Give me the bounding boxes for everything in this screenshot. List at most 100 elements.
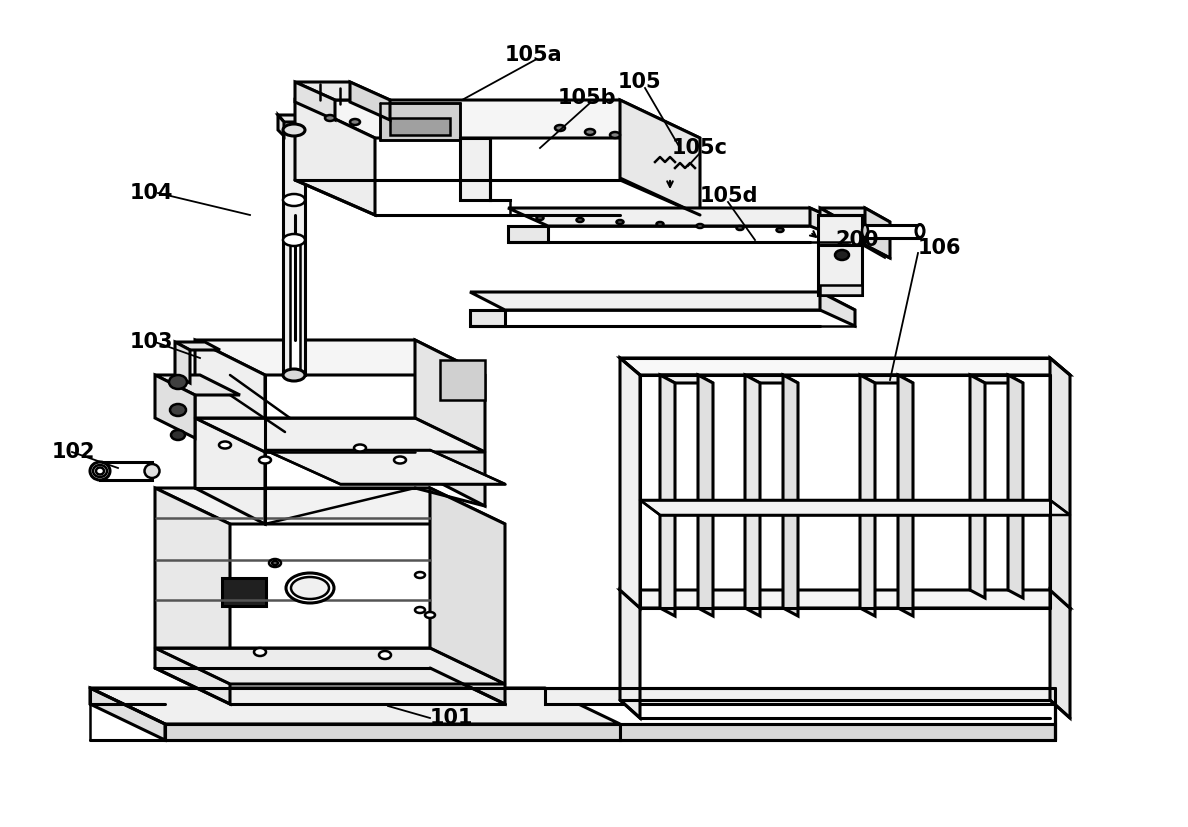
Polygon shape bbox=[195, 418, 485, 452]
Polygon shape bbox=[898, 375, 914, 616]
Ellipse shape bbox=[415, 607, 425, 613]
Ellipse shape bbox=[777, 228, 784, 232]
Polygon shape bbox=[295, 82, 335, 120]
Polygon shape bbox=[415, 340, 485, 506]
Polygon shape bbox=[820, 208, 890, 222]
Ellipse shape bbox=[254, 648, 266, 656]
Polygon shape bbox=[154, 488, 505, 524]
Ellipse shape bbox=[268, 559, 282, 567]
Polygon shape bbox=[1007, 375, 1023, 598]
Polygon shape bbox=[865, 208, 890, 258]
Ellipse shape bbox=[584, 129, 595, 135]
Polygon shape bbox=[810, 208, 849, 242]
Polygon shape bbox=[661, 375, 675, 616]
Polygon shape bbox=[175, 342, 220, 350]
Polygon shape bbox=[1050, 590, 1070, 718]
Polygon shape bbox=[290, 240, 301, 370]
Ellipse shape bbox=[555, 125, 565, 131]
Polygon shape bbox=[969, 375, 1023, 383]
Ellipse shape bbox=[259, 457, 271, 463]
Polygon shape bbox=[154, 648, 505, 684]
Polygon shape bbox=[470, 292, 855, 310]
Text: 105: 105 bbox=[618, 72, 662, 92]
Text: 104: 104 bbox=[129, 183, 173, 203]
Polygon shape bbox=[620, 590, 1070, 608]
Polygon shape bbox=[819, 215, 862, 295]
Polygon shape bbox=[154, 375, 240, 395]
Polygon shape bbox=[508, 208, 849, 226]
Polygon shape bbox=[745, 375, 760, 616]
Polygon shape bbox=[175, 342, 190, 383]
Polygon shape bbox=[390, 118, 450, 135]
Polygon shape bbox=[154, 375, 195, 438]
Ellipse shape bbox=[283, 234, 305, 246]
Ellipse shape bbox=[219, 442, 230, 448]
Ellipse shape bbox=[862, 224, 868, 237]
Polygon shape bbox=[783, 375, 798, 616]
Polygon shape bbox=[1050, 358, 1070, 608]
Ellipse shape bbox=[145, 464, 159, 478]
Polygon shape bbox=[460, 138, 489, 200]
Polygon shape bbox=[295, 100, 700, 138]
Ellipse shape bbox=[291, 577, 329, 599]
Polygon shape bbox=[90, 688, 620, 724]
Polygon shape bbox=[699, 375, 713, 616]
Text: 105b: 105b bbox=[558, 88, 617, 108]
Ellipse shape bbox=[835, 250, 849, 260]
Text: 106: 106 bbox=[918, 238, 961, 258]
Text: 105d: 105d bbox=[700, 186, 758, 206]
Ellipse shape bbox=[696, 224, 703, 228]
Text: 105a: 105a bbox=[505, 45, 563, 65]
Polygon shape bbox=[820, 208, 845, 258]
Polygon shape bbox=[860, 375, 876, 616]
Ellipse shape bbox=[916, 224, 924, 237]
Ellipse shape bbox=[93, 465, 107, 477]
Polygon shape bbox=[283, 128, 305, 375]
Text: 102: 102 bbox=[52, 442, 95, 462]
Ellipse shape bbox=[576, 218, 583, 222]
Polygon shape bbox=[440, 360, 485, 400]
Polygon shape bbox=[620, 358, 640, 608]
Polygon shape bbox=[278, 115, 318, 122]
Ellipse shape bbox=[379, 651, 391, 659]
Ellipse shape bbox=[617, 220, 624, 224]
Ellipse shape bbox=[415, 572, 425, 578]
Polygon shape bbox=[90, 688, 165, 740]
Polygon shape bbox=[278, 115, 284, 136]
Polygon shape bbox=[222, 578, 266, 606]
Ellipse shape bbox=[283, 124, 305, 136]
Polygon shape bbox=[508, 226, 548, 242]
Polygon shape bbox=[154, 488, 230, 704]
Polygon shape bbox=[661, 375, 713, 383]
Ellipse shape bbox=[425, 612, 435, 618]
Ellipse shape bbox=[272, 561, 278, 565]
Polygon shape bbox=[545, 688, 1055, 704]
Text: 200: 200 bbox=[835, 230, 878, 250]
Ellipse shape bbox=[283, 369, 305, 381]
Polygon shape bbox=[969, 375, 985, 598]
Polygon shape bbox=[195, 340, 485, 375]
Ellipse shape bbox=[169, 375, 187, 389]
Ellipse shape bbox=[171, 430, 185, 440]
Ellipse shape bbox=[394, 457, 406, 463]
Polygon shape bbox=[312, 115, 318, 136]
Text: 101: 101 bbox=[430, 708, 474, 728]
Polygon shape bbox=[295, 82, 390, 100]
Polygon shape bbox=[865, 225, 920, 238]
Polygon shape bbox=[100, 462, 152, 480]
Ellipse shape bbox=[286, 573, 334, 603]
Ellipse shape bbox=[90, 462, 110, 480]
Polygon shape bbox=[165, 724, 620, 740]
Polygon shape bbox=[820, 292, 855, 326]
Polygon shape bbox=[620, 358, 1070, 375]
Polygon shape bbox=[620, 100, 700, 215]
Polygon shape bbox=[860, 375, 914, 383]
Ellipse shape bbox=[283, 194, 305, 206]
Text: 103: 103 bbox=[129, 332, 173, 352]
Ellipse shape bbox=[326, 115, 335, 121]
Polygon shape bbox=[470, 310, 505, 326]
Text: 105c: 105c bbox=[672, 138, 728, 158]
Ellipse shape bbox=[737, 226, 744, 230]
Ellipse shape bbox=[609, 132, 620, 138]
Polygon shape bbox=[380, 103, 460, 140]
